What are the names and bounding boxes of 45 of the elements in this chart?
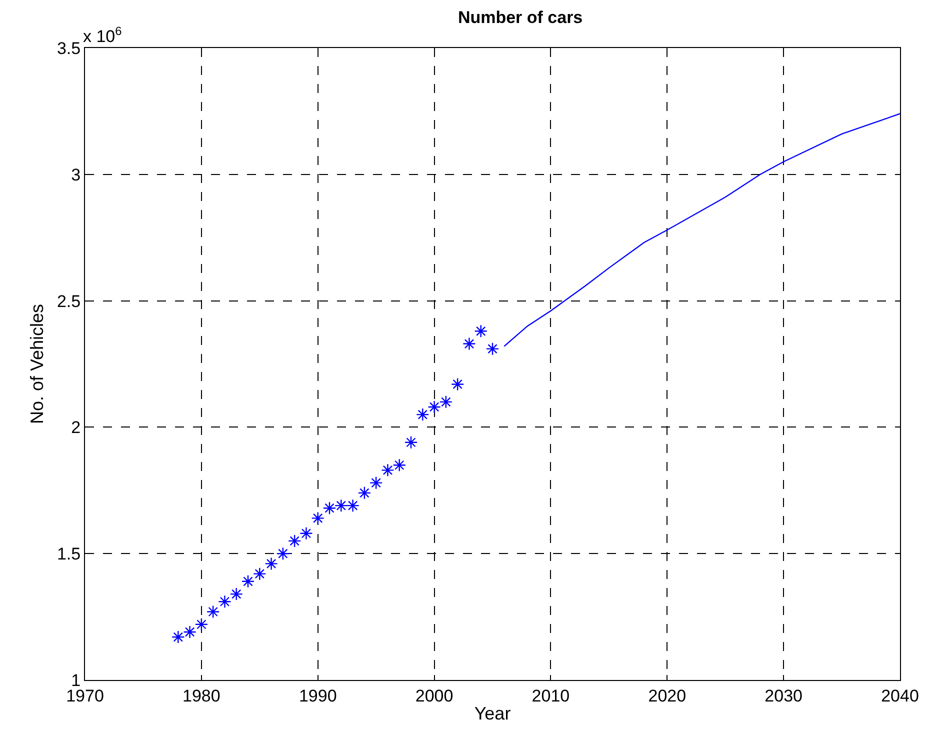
y-tick-label: 2.5 (56, 292, 81, 311)
point (206, 605, 220, 618)
point (358, 486, 372, 500)
x-tick-label: 2010 (532, 686, 570, 706)
y-tick-label: 1.5 (56, 544, 81, 564)
line-series (504, 113, 900, 347)
x-tick-label: 2030 (764, 686, 802, 706)
point (322, 502, 336, 515)
point (300, 526, 313, 540)
point (230, 587, 243, 601)
point (172, 630, 185, 644)
point (183, 625, 196, 639)
x-tick-label: 2040 (881, 686, 919, 706)
point (428, 400, 441, 414)
point (311, 512, 324, 525)
y-tick-label: 3.5 (56, 38, 81, 58)
point (346, 498, 360, 512)
x-tick-label: 2020 (648, 686, 686, 706)
point (392, 458, 406, 472)
y-axis-title: No. of Vehicles (27, 304, 48, 424)
point (288, 534, 302, 548)
point (276, 547, 290, 560)
point (381, 464, 394, 477)
point (462, 337, 476, 350)
point (486, 342, 500, 356)
chart-title: Number of cars (458, 8, 583, 28)
y-tick-label: 2 (71, 418, 81, 438)
point (474, 324, 488, 338)
point (334, 498, 348, 512)
point (194, 618, 208, 631)
point (369, 476, 383, 490)
text: x 10$^{6}$ (83, 24, 122, 46)
point (450, 378, 464, 391)
point (439, 395, 453, 409)
point (218, 595, 232, 608)
point (416, 408, 430, 422)
x-tick-label: 1980 (182, 686, 220, 706)
point (253, 567, 266, 580)
x-axis-title: Year (474, 704, 511, 724)
x-tick-label: 1990 (298, 686, 337, 706)
y-tick-label: 3 (71, 165, 81, 184)
x-tick-label: 2000 (415, 686, 454, 706)
point (264, 557, 278, 570)
point (241, 574, 255, 588)
point (404, 436, 418, 449)
